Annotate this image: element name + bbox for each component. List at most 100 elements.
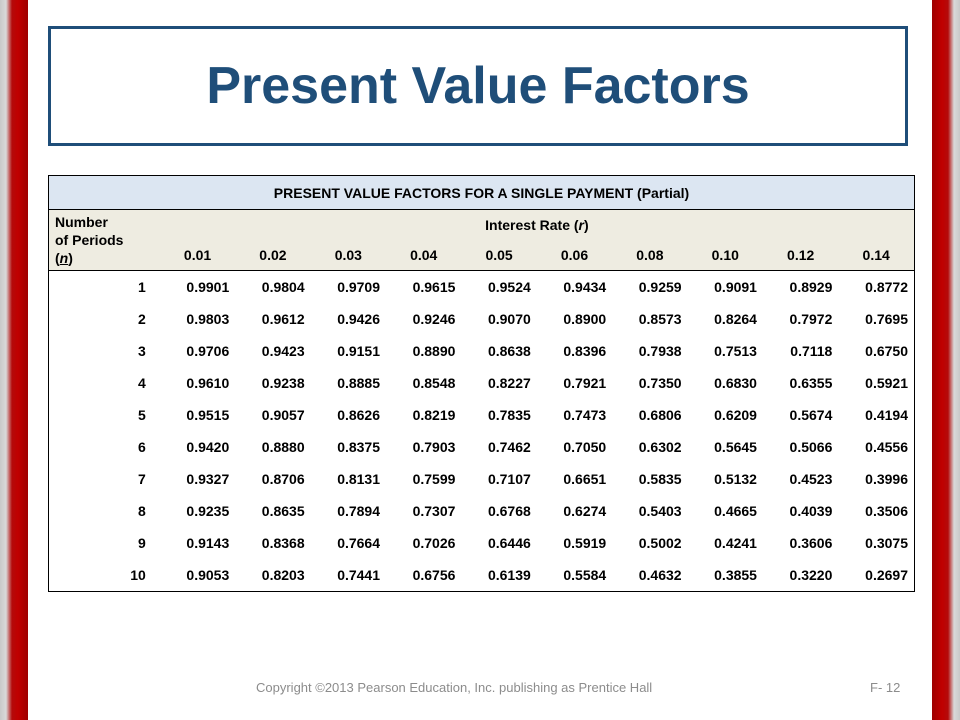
factor-cell: 0.9246: [412, 311, 456, 327]
factor-cell: 0.8548: [412, 375, 456, 391]
factor-cell: 0.6651: [563, 471, 607, 487]
factor-cell: 0.8368: [261, 535, 305, 551]
factor-cell: 0.5919: [563, 535, 607, 551]
factor-cell: 0.3220: [762, 559, 839, 592]
factor-cell: 0.3855: [687, 559, 763, 592]
factor-cell: 0.9610: [186, 375, 230, 391]
factor-cell: 0.8396: [563, 343, 607, 359]
rate-header-cell: 0.10: [687, 240, 763, 271]
rate-header-cell: 0.06: [536, 240, 613, 271]
present-value-table: PRESENT VALUE FACTORS FOR A SINGLE PAYME…: [47, 175, 916, 592]
factor-cell: 0.5403: [638, 503, 682, 519]
factor-cell: 0.6139: [461, 559, 537, 592]
factor-cell: 0.5645: [714, 439, 757, 455]
factor-cell: 0.9515: [186, 407, 230, 423]
factor-cell: 0.3606: [789, 535, 833, 551]
period-cell: 3: [47, 335, 160, 367]
factor-cell: 0.9709: [337, 279, 381, 295]
title-box: Present Value Factors: [48, 26, 908, 146]
factor-cell: 0.9238: [261, 375, 305, 391]
copyright-footer: Copyright ©2013 Pearson Education, Inc. …: [256, 680, 653, 695]
factor-cell: 0.7441: [310, 559, 387, 592]
factor-cell: 0.6830: [714, 375, 757, 391]
factor-cell: 0.4039: [789, 503, 833, 519]
factor-cell: 0.2697: [838, 559, 916, 592]
factor-cell: 0.9327: [186, 471, 230, 487]
factor-cell: 0.8131: [337, 471, 381, 487]
factor-cell: 0.7473: [563, 407, 607, 423]
periods-header-symbol: n: [59, 250, 69, 266]
interest-rate-header: Interest Rate (r): [159, 209, 915, 240]
factor-cell: 0.8264: [714, 311, 757, 327]
factor-cell: 0.6274: [563, 503, 607, 519]
factor-cell: 0.6209: [714, 407, 757, 423]
factor-cell: 0.6750: [838, 335, 916, 367]
factor-cell: 0.7050: [563, 439, 607, 455]
factor-cell: 0.5584: [536, 559, 613, 592]
factor-cell: 0.8638: [487, 343, 531, 359]
factor-cell: 0.9524: [487, 279, 531, 295]
factor-cell: 0.8885: [337, 375, 381, 391]
factor-cell: 0.8219: [412, 407, 456, 423]
factor-cell: 0.4194: [838, 399, 916, 431]
rate-header-row: 0.01 0.02 0.03 0.04 0.05 0.06 0.08 0.10 0.12 0.14: [49, 240, 916, 271]
factor-cell: 0.3506: [838, 495, 916, 527]
factor-cell: 0.4523: [789, 471, 833, 487]
rate-header-cell: 0.03: [310, 240, 387, 271]
factor-cell: 0.8626: [337, 407, 381, 423]
table-row: 6 0.9420 0.8880 0.8375 0.7903 0.7462 0.7050 0.6…: [47, 431, 916, 463]
factor-cell: 0.7894: [337, 503, 381, 519]
factor-cell: 0.7107: [487, 471, 531, 487]
factor-cell: 0.8880: [261, 439, 305, 455]
factor-cell: 0.9057: [261, 407, 305, 423]
factor-cell: 0.9615: [412, 279, 456, 295]
rate-header-cell: 0.01: [159, 240, 236, 271]
factor-cell: 0.9434: [563, 279, 607, 295]
factor-cell: 0.3075: [838, 527, 916, 559]
table-row: 2 0.9803 0.9612 0.9426 0.9246 0.9070 0.8900 0.8…: [47, 303, 916, 335]
period-cell: 2: [47, 303, 160, 335]
factor-cell: 0.6768: [487, 503, 531, 519]
interest-rate-symbol: r: [578, 217, 584, 233]
rate-header-cell: 0.05: [461, 240, 537, 271]
period-cell: 1: [47, 270, 160, 303]
factor-cell: 0.5835: [638, 471, 682, 487]
factor-cell: 0.5674: [789, 407, 833, 423]
factor-cell: 0.7835: [487, 407, 531, 423]
rate-header-cell: 0.02: [235, 240, 311, 271]
periods-header-line2: of Periods: [55, 232, 124, 248]
table-row: 3 0.9706 0.9423 0.9151 0.8890 0.8638 0.8396 0.7…: [47, 335, 916, 367]
factor-cell: 0.7972: [789, 311, 833, 327]
periods-header-line1: Number: [55, 214, 108, 230]
factor-cell: 0.6355: [789, 375, 833, 391]
factor-cell: 0.9803: [186, 311, 230, 327]
factor-cell: 0.7921: [563, 375, 607, 391]
factor-cell: 0.8203: [235, 559, 311, 592]
factor-cell: 0.7513: [714, 343, 757, 359]
factor-cell: 0.6446: [487, 535, 531, 551]
rate-header-cell: 0.14: [838, 240, 916, 271]
factor-cell: 0.5066: [789, 439, 833, 455]
factor-cell: 0.6806: [638, 407, 682, 423]
factor-cell: 0.9423: [261, 343, 305, 359]
right-decorative-bar: [932, 0, 960, 720]
table-row: 8 0.9235 0.8635 0.7894 0.7307 0.6768 0.6274 0.5…: [47, 495, 916, 527]
factor-cell: 0.8573: [638, 311, 682, 327]
rate-header-cell: 0.04: [386, 240, 462, 271]
factor-cell: 0.6302: [638, 439, 682, 455]
factor-cell: 0.8929: [789, 279, 833, 295]
period-cell: 8: [47, 495, 160, 527]
factor-cell: 0.4632: [612, 559, 688, 592]
factor-cell: 0.8706: [261, 471, 305, 487]
table-row: 1 0.9901 0.9804 0.9709 0.9615 0.9524 0.9434 0.9…: [47, 270, 916, 303]
factor-cell: 0.3996: [838, 463, 916, 495]
factor-cell: 0.9612: [261, 311, 305, 327]
factor-cell: 0.8900: [563, 311, 607, 327]
factor-cell: 0.7695: [838, 303, 916, 335]
period-cell: 6: [47, 431, 160, 463]
table-row: 9 0.9143 0.8368 0.7664 0.7026 0.6446 0.5919 0.5…: [47, 527, 916, 559]
factor-cell: 0.9070: [487, 311, 531, 327]
factor-cell: 0.7462: [487, 439, 531, 455]
periods-header: Number of Periods (n): [47, 209, 160, 271]
table-caption: PRESENT VALUE FACTORS FOR A SINGLE PAYME…: [48, 175, 915, 210]
